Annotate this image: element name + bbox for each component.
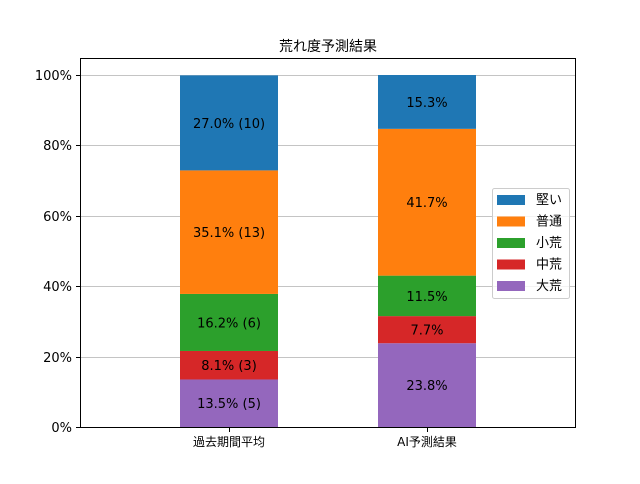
- data-label: 16.2% (6): [197, 316, 261, 331]
- legend-swatch: [497, 195, 525, 205]
- legend-label: 堅い: [536, 193, 562, 208]
- data-label: 35.1% (13): [193, 226, 265, 241]
- bar-segment-小荒: [180, 293, 278, 351]
- data-label: 11.5%: [406, 290, 447, 305]
- data-label: 27.0% (10): [193, 117, 265, 132]
- legend-label: 小荒: [536, 236, 562, 251]
- bar-segment-大荒: [180, 379, 278, 427]
- bar-segment-小荒: [378, 275, 476, 317]
- data-label: 7.7%: [410, 324, 443, 339]
- y-tick-label: 100%: [35, 69, 72, 84]
- legend-box: [492, 188, 570, 299]
- data-label: 23.8%: [406, 379, 447, 394]
- data-label: 15.3%: [406, 96, 447, 111]
- bar-segment-堅い: [180, 75, 278, 171]
- legend-swatch: [497, 238, 525, 248]
- legend-swatch: [497, 259, 525, 270]
- bar-segment-普通: [378, 128, 476, 276]
- y-tick-label: 40%: [43, 280, 72, 295]
- bar-segment-大荒: [378, 343, 476, 427]
- y-tick-label: 20%: [43, 351, 72, 366]
- bar-segment-中荒: [378, 316, 476, 344]
- data-label: 13.5% (5): [197, 397, 261, 412]
- x-tick-label: 過去期間平均: [193, 435, 265, 449]
- legend-swatch: [497, 281, 525, 291]
- legend-label: 中荒: [536, 258, 562, 273]
- chart-title: 荒れ度予測結果: [279, 39, 377, 55]
- plot-frame: [80, 58, 576, 428]
- bar-segment-普通: [180, 170, 278, 294]
- data-label: 8.1% (3): [201, 359, 257, 374]
- x-tick-label: AI予測結果: [397, 435, 457, 449]
- legend-label: 普通: [536, 215, 562, 230]
- y-tick-label: 60%: [43, 210, 72, 225]
- legend-label: 大荒: [536, 279, 562, 294]
- bar-segment-中荒: [180, 350, 278, 380]
- legend-swatch: [497, 216, 525, 227]
- y-tick-label: 0%: [51, 421, 72, 436]
- bar-segment-堅い: [378, 75, 476, 129]
- y-tick-label: 80%: [43, 139, 72, 154]
- data-label: 41.7%: [406, 196, 447, 211]
